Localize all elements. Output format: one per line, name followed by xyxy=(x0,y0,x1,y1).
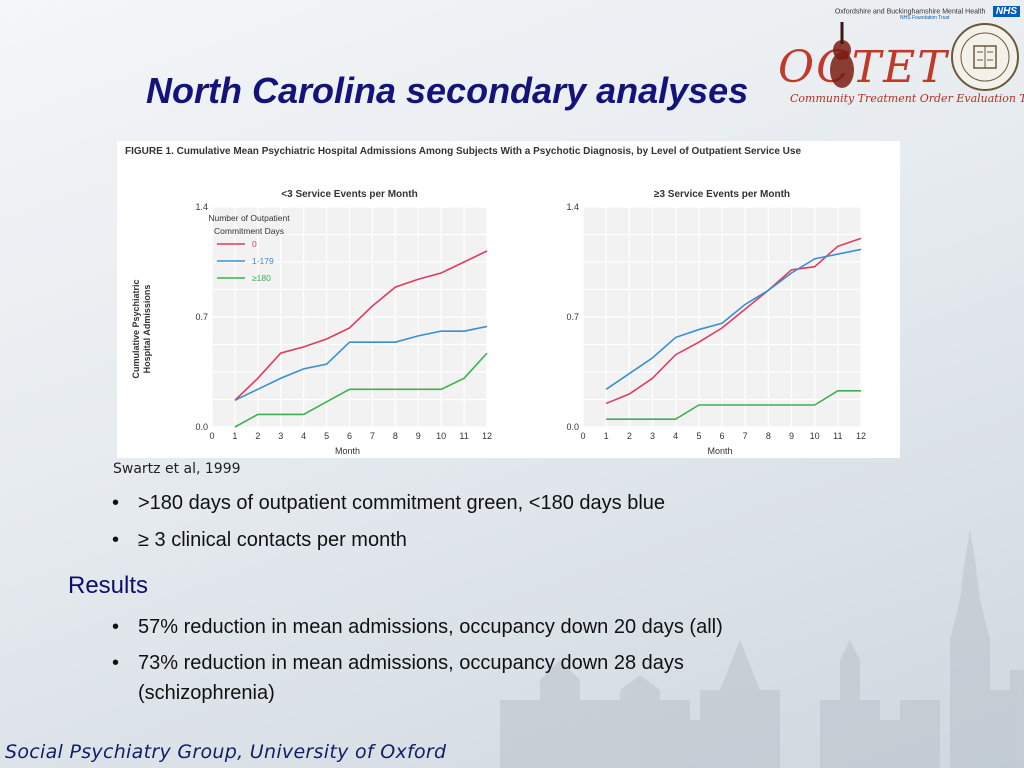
results-heading: Results xyxy=(68,572,149,599)
results-bullet-item: • 57% reduction in mean admissions, occu… xyxy=(112,614,723,640)
x-axis-label: Month xyxy=(707,446,732,456)
x-tick-label: 6 xyxy=(719,431,724,441)
citation: Swartz et al, 1999 xyxy=(113,461,241,477)
x-tick-label: 9 xyxy=(789,431,794,441)
x-tick-label: 5 xyxy=(696,431,701,441)
legend-label: 1-179 xyxy=(252,256,274,266)
bullet-dot: • xyxy=(112,492,120,514)
series-line-1-179 xyxy=(605,248,862,390)
figure-panel: FIGURE 1. Cumulative Mean Psychiatric Ho… xyxy=(117,141,900,458)
x-tick-label: 9 xyxy=(416,431,421,441)
legend-title: Commitment Days xyxy=(214,226,284,236)
y-axis-label-line: Hospital Admissions xyxy=(142,285,152,374)
nhs-trust-logo: Oxfordshire and Buckinghamshire Mental H… xyxy=(546,3,1024,21)
violin-icon xyxy=(830,22,854,88)
y-tick-label: 1.4 xyxy=(566,202,579,212)
legend-label: 0 xyxy=(252,239,257,249)
results-bullet-continuation: (schizophrenia) xyxy=(138,680,275,706)
series-line-0 xyxy=(234,250,488,401)
y-axis-label: Cumulative Psychiatric Hospital Admission… xyxy=(131,279,152,378)
bullet-dot: • xyxy=(112,652,120,674)
bullet-text: 57% reduction in mean admissions, occupa… xyxy=(138,616,723,638)
footer-text: Social Psychiatry Group, University of O… xyxy=(5,741,447,763)
x-tick-label: 4 xyxy=(301,431,306,441)
x-tick-label: 12 xyxy=(482,431,492,441)
y-tick-label: 0.7 xyxy=(195,312,208,322)
university-of-oxford-seal-icon xyxy=(951,23,1019,91)
x-tick-label: 8 xyxy=(393,431,398,441)
bullet-text: >180 days of outpatient commitment green… xyxy=(138,492,666,514)
bullet-item: • ≥ 3 clinical contacts per month xyxy=(112,527,407,553)
x-tick-label: 4 xyxy=(673,431,678,441)
y-axis-label-line: Cumulative Psychiatric xyxy=(131,279,141,378)
x-axis-label: Month xyxy=(335,446,360,456)
bullet-text: 73% reduction in mean admissions, occupa… xyxy=(138,652,684,674)
results-bullet-item: • 73% reduction in mean admissions, occu… xyxy=(112,650,684,676)
figure-caption: FIGURE 1. Cumulative Mean Psychiatric Ho… xyxy=(125,146,802,157)
y-tick-label: 0.7 xyxy=(566,312,579,322)
legend-label: ≥180 xyxy=(252,273,271,283)
x-tick-label: 12 xyxy=(856,431,866,441)
x-tick-label: 0 xyxy=(580,431,585,441)
y-tick-label: 0.0 xyxy=(195,422,208,432)
nhs-trust-name: Oxfordshire and Buckinghamshire Mental H… xyxy=(834,8,986,16)
series-line-180 xyxy=(234,352,488,428)
x-tick-label: 11 xyxy=(459,431,468,441)
x-tick-label: 7 xyxy=(743,431,748,441)
x-tick-label: 6 xyxy=(347,431,352,441)
bullet-item: • >180 days of outpatient commitment gre… xyxy=(112,490,666,516)
bullet-text: ≥ 3 clinical contacts per month xyxy=(138,529,407,551)
nhs-badge: NHS xyxy=(992,6,1020,18)
legend-title: Number of Outpatient xyxy=(208,213,290,223)
x-tick-label: 10 xyxy=(810,431,820,441)
nhs-subtitle: NHS Foundation Trust xyxy=(900,15,950,21)
x-tick-label: 2 xyxy=(627,431,632,441)
x-tick-label: 0 xyxy=(209,431,214,441)
x-tick-label: 1 xyxy=(232,431,237,441)
x-tick-label: 2 xyxy=(255,431,260,441)
series-line-180 xyxy=(606,390,861,420)
x-tick-label: 8 xyxy=(766,431,771,441)
series-line-1-179 xyxy=(234,325,488,402)
x-tick-label: 3 xyxy=(650,431,655,441)
slide-title: North Carolina secondary analyses xyxy=(146,70,749,111)
y-tick-label: 1.4 xyxy=(195,202,208,212)
bullet-text: (schizophrenia) xyxy=(138,682,275,704)
octet-subtitle: Community Treatment Order Evaluation Tri… xyxy=(790,92,1024,105)
octet-logo: OCTET xyxy=(778,42,949,93)
bullet-dot: • xyxy=(112,529,120,551)
x-tick-label: 11 xyxy=(833,431,842,441)
chart-title: <3 Service Events per Month xyxy=(281,189,417,200)
chart-title: ≥3 Service Events per Month xyxy=(654,189,790,200)
x-tick-label: 10 xyxy=(436,431,446,441)
x-tick-label: 7 xyxy=(370,431,375,441)
x-tick-label: 1 xyxy=(604,431,609,441)
bullet-dot: • xyxy=(112,616,120,638)
x-tick-label: 5 xyxy=(324,431,329,441)
x-tick-label: 3 xyxy=(278,431,283,441)
y-tick-label: 0.0 xyxy=(566,422,579,432)
series-line-0 xyxy=(605,237,862,405)
